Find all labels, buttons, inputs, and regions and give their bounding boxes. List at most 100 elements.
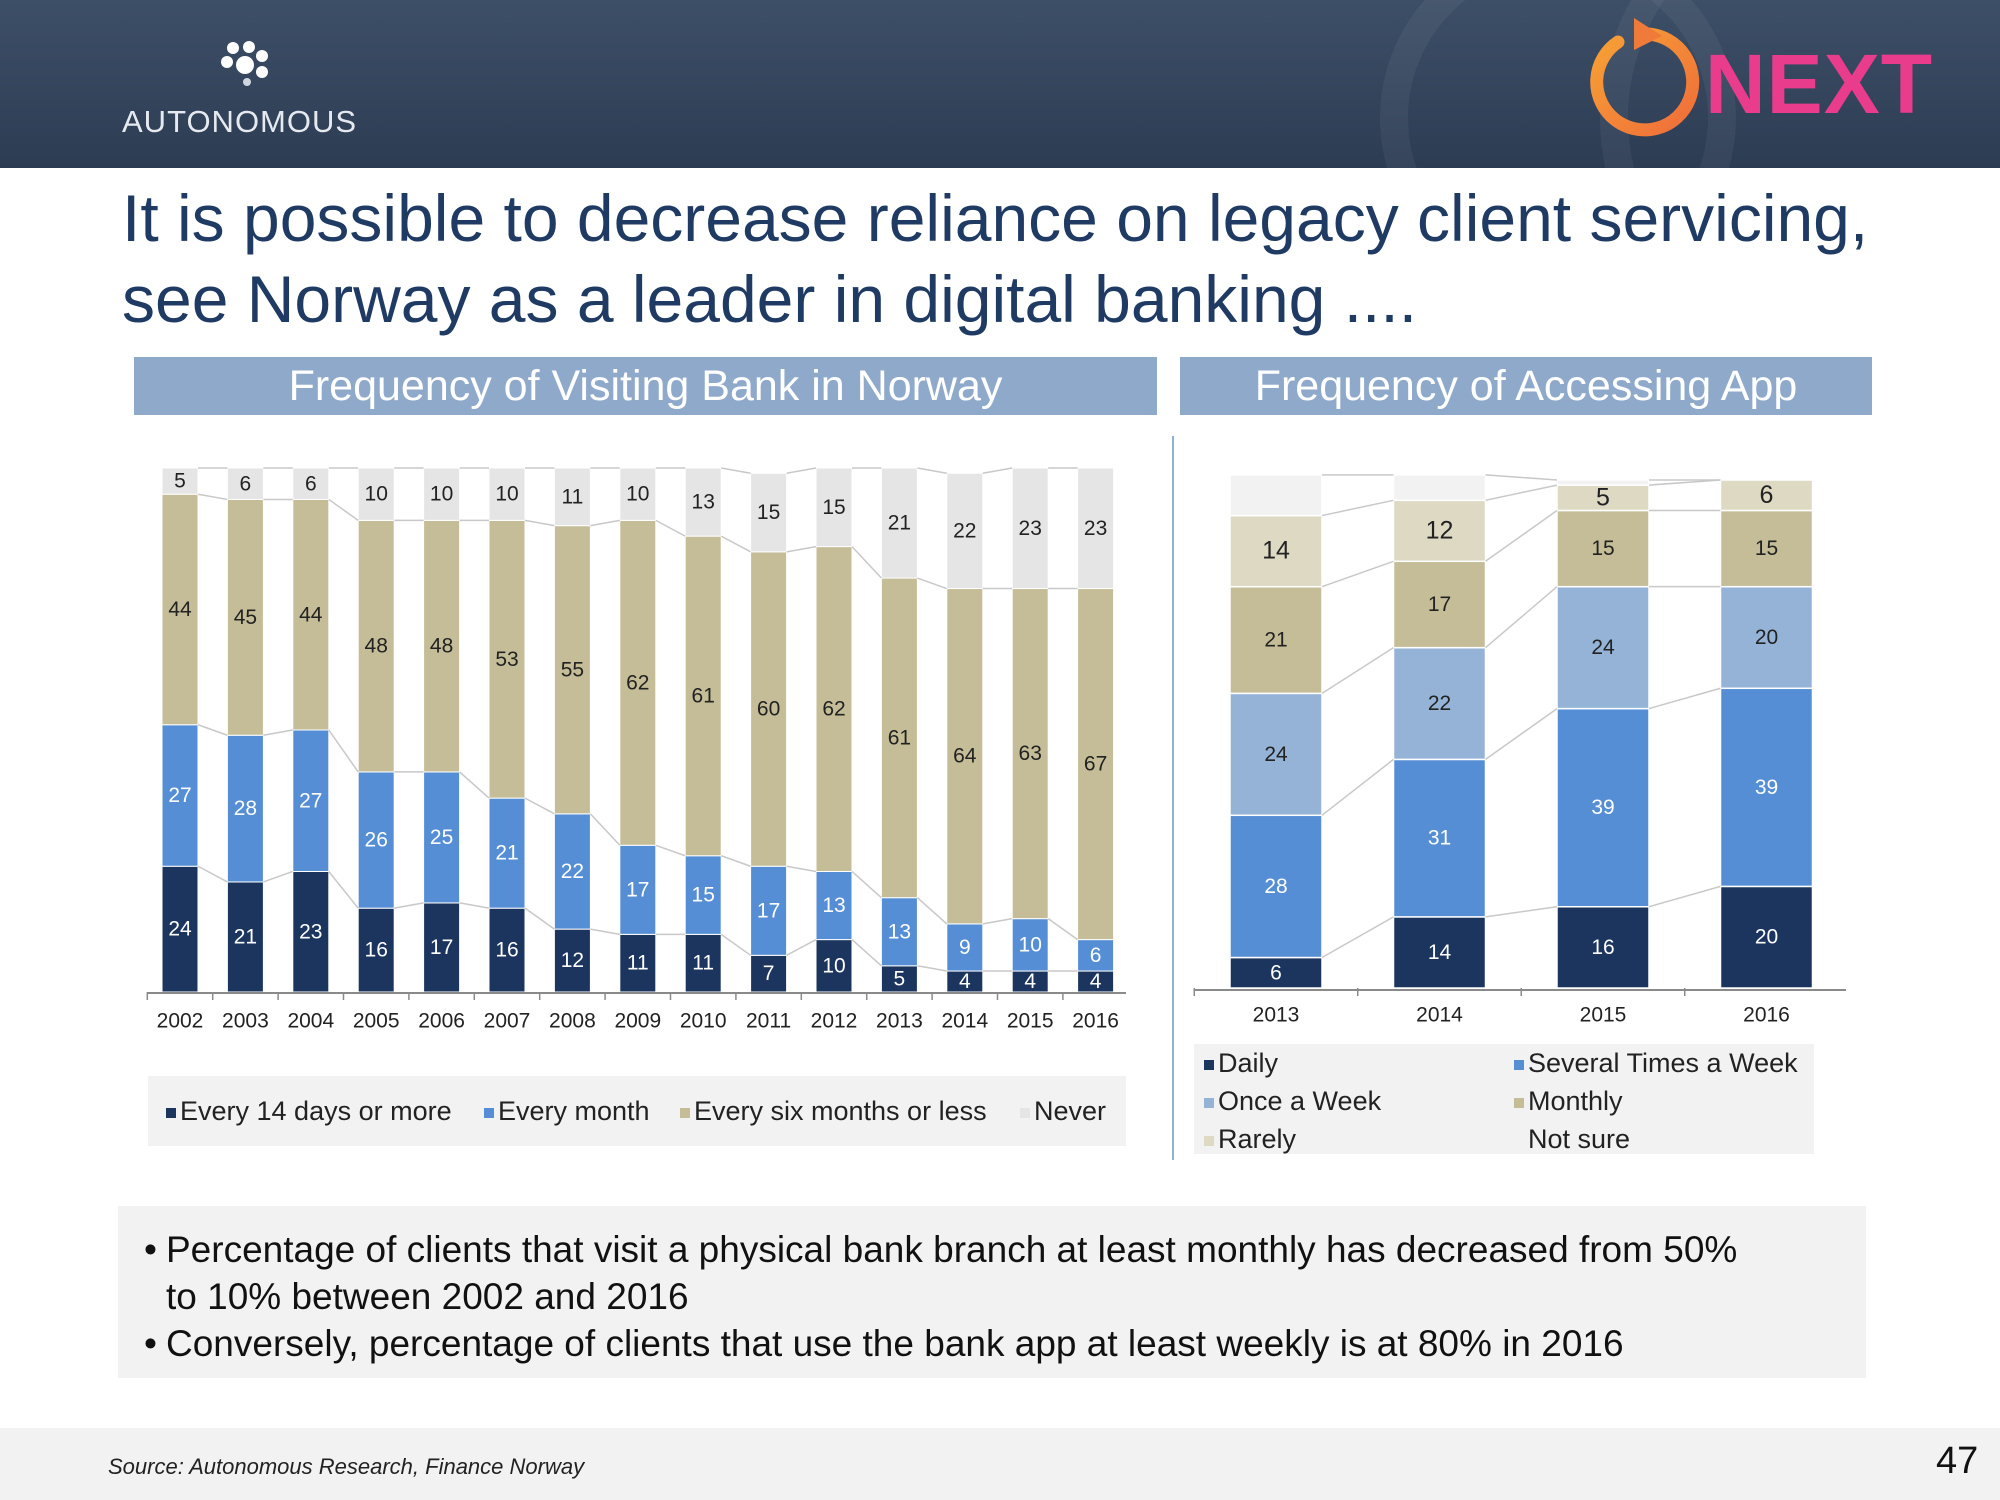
data-label: 17 — [626, 878, 649, 901]
legend-item-once-a-week: Once a Week — [1204, 1086, 1381, 1117]
legend-swatch-blue — [1514, 1059, 1524, 1070]
series-connector — [524, 907, 555, 930]
right-chart-legend: Daily Several Times a Week Once a Week M… — [1194, 1044, 1814, 1154]
series-connector — [197, 493, 228, 501]
bar-segment — [815, 467, 853, 548]
series-connector — [1485, 707, 1558, 761]
legend-label: Monthly — [1528, 1086, 1623, 1116]
series-connector — [720, 933, 752, 956]
data-label: 24 — [168, 918, 192, 941]
bar-segment — [1719, 585, 1814, 690]
bar-segment — [423, 771, 461, 904]
series-connector — [721, 467, 751, 474]
bar-segment — [880, 467, 918, 579]
bar-segment — [357, 771, 395, 909]
bar-segment — [226, 498, 264, 736]
bar-segment — [880, 897, 918, 967]
legend-swatch-khaki — [1514, 1097, 1524, 1108]
data-label: 7 — [763, 962, 775, 985]
left-chart-legend: Every 14 days or more Every month Every … — [148, 1076, 1126, 1146]
series-connector — [1485, 474, 1558, 481]
data-label: 64 — [953, 745, 977, 768]
series-connector — [1321, 499, 1394, 517]
legend-swatch-white — [1514, 1135, 1524, 1146]
bar-segment — [1719, 509, 1814, 588]
data-label: 22 — [953, 519, 976, 542]
x-tick-label: 2015 — [1580, 1004, 1627, 1027]
data-label: 27 — [168, 784, 191, 807]
data-label: 39 — [1591, 796, 1614, 819]
data-label: 61 — [888, 726, 911, 749]
bar-segment — [750, 551, 788, 867]
data-label: 28 — [1264, 875, 1287, 898]
bar-segment — [619, 519, 657, 846]
bar-segment — [161, 467, 199, 495]
data-label: 21 — [234, 926, 257, 949]
series-connector — [524, 519, 555, 527]
bar-segment — [1229, 956, 1323, 989]
data-label: 11 — [692, 952, 714, 975]
bar-segment — [226, 734, 264, 883]
bullet-1-line-1: Percentage of clients that visit a physi… — [166, 1229, 1738, 1270]
x-tick-label: 2007 — [484, 1010, 531, 1033]
x-tick-label: 2010 — [680, 1010, 727, 1033]
legend-label: Every month — [498, 1096, 650, 1126]
series-connector — [1485, 484, 1558, 502]
data-label: 55 — [561, 658, 584, 681]
bar-segment — [292, 467, 330, 500]
legend-item-monthly: Monthly — [1514, 1086, 1623, 1117]
series-connector — [720, 855, 751, 867]
series-connector — [263, 870, 294, 883]
bar-segment — [1011, 588, 1049, 920]
bullet-item-2: • Conversely, percentage of clients that… — [144, 1320, 1624, 1367]
bar-segment — [1556, 905, 1650, 989]
series-connector — [1321, 758, 1394, 816]
data-label: 12 — [1426, 516, 1454, 544]
x-tick-label: 2002 — [157, 1010, 204, 1033]
bar-segment — [750, 472, 788, 553]
x-tick-label: 2006 — [418, 1010, 465, 1033]
data-label: 24 — [1591, 636, 1615, 659]
bar-segment — [1011, 467, 1049, 590]
data-label: 4 — [959, 970, 971, 993]
legend-label: Every six months or less — [694, 1096, 987, 1126]
legend-swatch-navy — [1204, 1059, 1214, 1070]
legend-item-every-14-days: Every 14 days or more — [166, 1096, 452, 1127]
legend-label: Never — [1034, 1096, 1107, 1126]
legend-item-every-month: Every month — [484, 1096, 650, 1127]
data-label: 17 — [430, 936, 453, 959]
bar-segment — [553, 525, 591, 815]
right-chart-title: Frequency of Accessing App — [1180, 357, 1872, 415]
autonomous-logo-icon — [221, 41, 268, 86]
data-label: 27 — [299, 789, 322, 812]
series-connector — [1321, 916, 1394, 959]
series-connector — [1648, 687, 1721, 710]
bar-segment — [1077, 939, 1115, 972]
legend-swatch-beige — [1204, 1135, 1214, 1146]
bar-segment — [488, 519, 526, 799]
series-connector — [786, 865, 817, 873]
data-label: 26 — [365, 829, 388, 852]
data-label: 20 — [1755, 626, 1778, 649]
data-label: 22 — [1428, 692, 1451, 715]
data-label: 39 — [1755, 776, 1778, 799]
bar-segment — [423, 467, 461, 521]
data-label: 44 — [299, 603, 323, 626]
series-connector — [786, 467, 817, 474]
bar-segment — [292, 729, 330, 872]
x-tick-label: 2016 — [1072, 1010, 1119, 1033]
series-connector — [394, 902, 424, 909]
bar-segment — [1392, 916, 1487, 989]
x-tick-label: 2012 — [811, 1010, 858, 1033]
data-label: 13 — [692, 491, 715, 514]
data-label: 4 — [1024, 970, 1036, 993]
x-tick-label: 2011 — [746, 1010, 791, 1033]
series-connector — [263, 729, 293, 736]
bar-segment — [619, 467, 657, 521]
data-label: 61 — [692, 684, 715, 707]
series-connector — [917, 577, 948, 590]
data-label: 22 — [561, 860, 584, 883]
x-tick-label: 2004 — [287, 1010, 334, 1033]
bar-segment — [357, 519, 395, 773]
data-label: 9 — [959, 936, 971, 959]
